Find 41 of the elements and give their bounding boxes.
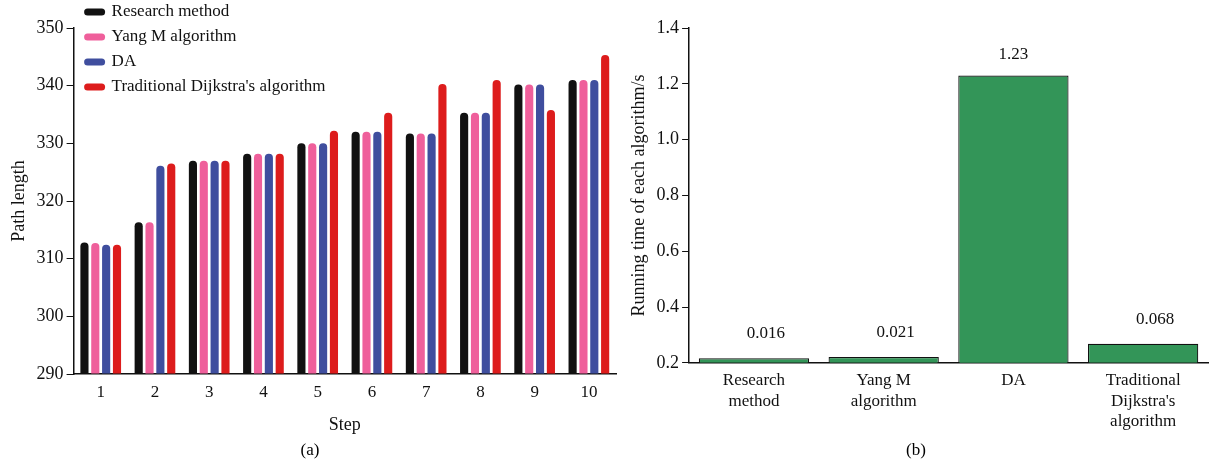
- x-tick-label: 10: [580, 381, 598, 401]
- legend-label: DA: [111, 51, 137, 71]
- y-axis-title: Path length: [7, 160, 28, 242]
- legend-label: Research method: [111, 1, 230, 21]
- x-tick-label: Yang M algorithm: [850, 370, 917, 410]
- y-tick-label: 330: [36, 132, 64, 153]
- legend-label: Traditional Dijkstra's algorithm: [111, 76, 326, 96]
- y-tick-label: 1.4: [656, 16, 680, 37]
- y-tick-label: 0.2: [656, 351, 680, 372]
- y-tick-label: 320: [36, 189, 64, 210]
- text: (a): [299, 440, 321, 460]
- y-axis-title: Running time of each algorithm/s: [627, 74, 648, 317]
- data-label: 1.23: [998, 44, 1029, 64]
- y-tick-label: 0.4: [656, 295, 680, 316]
- x-tick-label: 9: [530, 381, 539, 401]
- data-label: 0.016: [746, 323, 786, 343]
- y-tick-label: 300: [36, 305, 64, 326]
- x-tick-label: 3: [204, 381, 214, 401]
- y-tick-label: 1.0: [656, 128, 680, 149]
- y-tick-label: 350: [36, 16, 64, 37]
- data-label: 0.021: [876, 321, 915, 341]
- y-tick-label: 290: [36, 362, 64, 383]
- y-tick-label: 1.2: [656, 72, 680, 93]
- x-tick-label: 6: [367, 381, 377, 401]
- x-tick-label: 2: [150, 381, 160, 401]
- x-tick-label: 8: [476, 381, 485, 401]
- x-tick-label: 4: [259, 381, 269, 401]
- x-tick-label: 1: [96, 381, 105, 401]
- x-tick-label: 7: [421, 381, 431, 401]
- y-tick-label: 0.8: [656, 184, 680, 205]
- text: (b): [905, 440, 927, 460]
- x-tick-label: DA: [1001, 370, 1027, 390]
- y-tick-label: 0.6: [656, 239, 680, 260]
- y-tick-label: 340: [36, 74, 64, 95]
- x-axis-title: Step: [328, 413, 361, 434]
- x-tick-label: 5: [313, 381, 322, 401]
- data-label: 0.068: [1136, 308, 1175, 328]
- y-tick-label: 310: [36, 247, 64, 268]
- legend-label: Yang M algorithm: [111, 26, 237, 46]
- x-tick-label: Research method: [722, 370, 786, 410]
- x-tick-label: Traditional Dijkstra's algorithm: [1105, 370, 1181, 431]
